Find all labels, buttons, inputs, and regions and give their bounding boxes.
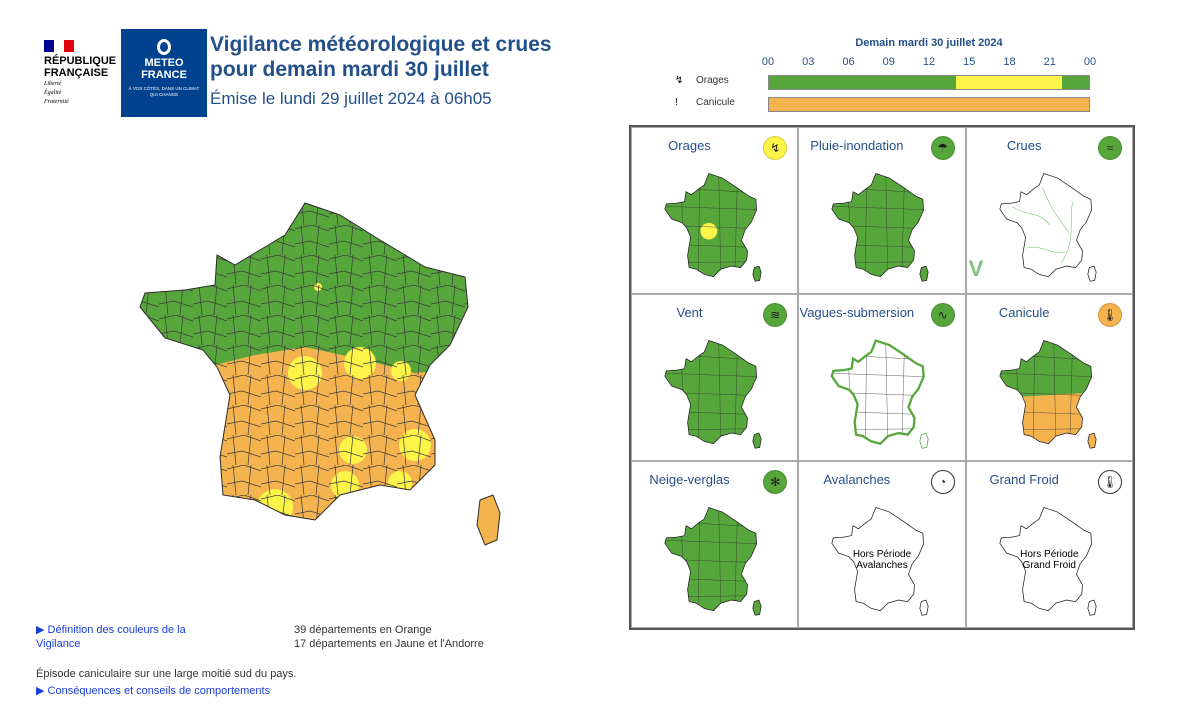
phenomenon-map bbox=[831, 507, 929, 616]
timeline-segment[interactable] bbox=[769, 76, 956, 89]
phenomenon-cell[interactable]: Neige-verglas ✻ bbox=[631, 461, 799, 628]
meteo-france-logo[interactable]: METEO FRANCE À VOS CÔTÉS, DANS UN CLIMAT… bbox=[121, 29, 207, 117]
avalanche-icon: ◔ bbox=[930, 470, 955, 494]
main-vigilance-map[interactable] bbox=[125, 195, 510, 550]
phenomenon-cell[interactable]: Avalanches ◔ Hors Période Avalanches bbox=[798, 461, 966, 628]
off-season-line2: Avalanches bbox=[856, 560, 908, 571]
phenomenon-title: Vagues-submersion bbox=[799, 305, 915, 320]
phenomenon-title: Crues bbox=[1006, 138, 1042, 153]
republique-line2: FRANÇAISE bbox=[44, 67, 109, 79]
mf-tagline: À VOS CÔTÉS, DANS UN CLIMAT QUI CHANGE bbox=[128, 86, 200, 97]
off-season-line1: Hors Période bbox=[852, 549, 912, 560]
rain-icon: ☂ bbox=[930, 136, 955, 160]
phenomenon-cell[interactable]: Grand Froid 🌡 Hors Période Grand Froid bbox=[965, 461, 1133, 628]
count-yellow: 17 départements en Jaune et l'Andorre bbox=[294, 638, 484, 650]
phenomenon-map bbox=[999, 340, 1097, 449]
off-season-note: Hors Période Avalanches bbox=[799, 549, 964, 571]
count-orange: 39 départements en Orange bbox=[294, 624, 432, 636]
title-line1: Vigilance météorologique et crues bbox=[210, 33, 552, 56]
issued-date: Émise le lundi 29 juillet 2024 à 06h05 bbox=[210, 89, 492, 108]
corsica-region bbox=[476, 494, 501, 546]
mf-line1: METEO bbox=[144, 57, 184, 69]
timeline-tick: 00 bbox=[1083, 56, 1097, 68]
phenomenon-map bbox=[999, 507, 1097, 616]
phenomenon-title: Orages bbox=[668, 138, 711, 153]
off-season-line2: Grand Froid bbox=[1022, 560, 1076, 571]
phenomenon-cell[interactable]: Pluie-inondation ☂ bbox=[798, 127, 966, 294]
phenomenon-map bbox=[664, 173, 762, 282]
motto-liberte: Liberté bbox=[44, 81, 62, 87]
timeline-bar bbox=[768, 75, 1090, 90]
timeline-tick: 21 bbox=[1043, 56, 1056, 68]
phenomenon-map bbox=[664, 340, 762, 449]
phenomenon-map bbox=[999, 173, 1097, 282]
definition-colors-link[interactable]: ▶ Définition des couleurs de la Vigilanc… bbox=[36, 623, 236, 651]
waves-icon: ≈ bbox=[1097, 136, 1122, 160]
phenomenon-map bbox=[831, 173, 929, 282]
thermometer-icon: 🌡 bbox=[1097, 470, 1122, 494]
motto-fraternite: Fraternité bbox=[44, 99, 69, 105]
timeline-row-label: Orages bbox=[696, 75, 729, 86]
department-counts: 39 départements en Orange 17 département… bbox=[294, 623, 484, 651]
phenomenon-map bbox=[664, 507, 762, 616]
lightning-icon: ↯ bbox=[675, 75, 684, 86]
definition-link-line1: ▶ Définition des couleurs de la bbox=[36, 624, 186, 636]
phenomenon-map bbox=[830, 339, 929, 449]
phenomenon-title: Vent bbox=[676, 305, 703, 320]
french-flag-icon bbox=[44, 40, 74, 52]
timeline-tick: 09 bbox=[882, 56, 895, 68]
timeline-row-label: Canicule bbox=[696, 97, 735, 108]
phenomenon-cell[interactable]: Vagues-submersion ∿ bbox=[798, 294, 966, 461]
phenomenon-cell[interactable]: Orages ↯ bbox=[631, 127, 799, 294]
map-regions bbox=[140, 203, 468, 520]
off-season-note: Hors Période Grand Froid bbox=[967, 549, 1132, 571]
motto-egalite: Égalité bbox=[44, 90, 62, 96]
timeline-tick: 03 bbox=[802, 56, 815, 68]
title-line2: pour demain mardi 30 juillet bbox=[210, 58, 489, 81]
timeline-segment[interactable] bbox=[1062, 76, 1089, 89]
off-season-line1: Hors Période bbox=[1020, 549, 1079, 560]
timeline-tick: 18 bbox=[1003, 56, 1016, 68]
page-title: Vigilance météorologique et crues pour d… bbox=[210, 32, 610, 82]
republique-francaise-logo: RÉPUBLIQUE FRANÇAISE Liberté Égalité Fra… bbox=[44, 40, 116, 106]
timeline-tick: 12 bbox=[922, 56, 936, 68]
phenomenon-cell[interactable]: Canicule 🌡 bbox=[965, 294, 1133, 461]
phenomena-grid: Orages ↯ Pluie-inondation ☂ Crues ≈ V Vent ≋ Vagu… bbox=[629, 125, 1135, 630]
timeline-tick: 06 bbox=[842, 56, 855, 68]
consequences-link[interactable]: ▶ Conséquences et conseils de comporteme… bbox=[36, 685, 271, 697]
mf-line2: FRANCE bbox=[141, 69, 187, 81]
phenomenon-title: Neige-verglas bbox=[649, 472, 730, 487]
phenomenon-cell[interactable]: Vent ≋ bbox=[631, 294, 799, 461]
timeline-segment[interactable] bbox=[955, 76, 1063, 89]
timeline-title: Demain mardi 30 juillet 2024 bbox=[855, 37, 1003, 49]
wind-icon: ≋ bbox=[763, 303, 788, 327]
phenomenon-cell[interactable]: Crues ≈ V bbox=[965, 127, 1133, 294]
timeline-tick: 00 bbox=[761, 56, 775, 68]
lightning-icon: ↯ bbox=[763, 136, 788, 160]
vigicrues-logo-icon: V bbox=[968, 256, 984, 281]
episode-text: Épisode caniculaire sur une large moitié… bbox=[36, 668, 297, 680]
snowflake-icon: ✻ bbox=[763, 470, 788, 494]
phenomenon-title: Pluie-inondation bbox=[810, 138, 904, 153]
definition-link-line2: Vigilance bbox=[36, 638, 81, 650]
timeline-bar bbox=[768, 97, 1090, 112]
thermometer-icon: ! bbox=[675, 97, 678, 108]
meteo-france-emblem-icon bbox=[157, 39, 171, 55]
timeline-segment[interactable] bbox=[769, 98, 1089, 111]
phenomenon-title: Avalanches bbox=[823, 472, 891, 487]
phenomenon-title: Canicule bbox=[998, 305, 1050, 320]
timeline-tick: 15 bbox=[963, 56, 976, 68]
thermometer-icon: 🌡 bbox=[1097, 303, 1122, 327]
wave-icon: ∿ bbox=[930, 303, 955, 327]
republique-line1: RÉPUBLIQUE bbox=[44, 55, 117, 67]
phenomenon-title: Grand Froid bbox=[989, 472, 1059, 487]
